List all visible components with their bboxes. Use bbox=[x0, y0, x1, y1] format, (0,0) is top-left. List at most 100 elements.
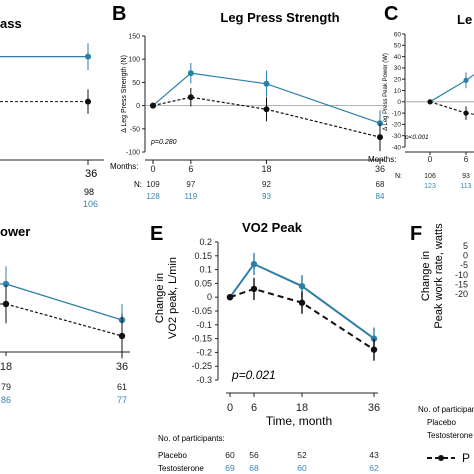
panel-d-title-fragment: ower bbox=[0, 224, 30, 239]
panel-e-x-tick-label: 0 bbox=[227, 402, 233, 414]
panel-c-y-tick-label: 60 bbox=[394, 31, 402, 38]
panel-e-y-tick-label: 0.2 bbox=[199, 237, 212, 247]
panel-e-testosterone-point bbox=[298, 282, 306, 290]
panel-e-participants-label: No. of participants: bbox=[158, 434, 225, 443]
panel-d-testosterone-line bbox=[5, 283, 123, 321]
panel-d-n-testosterone: 86 bbox=[1, 395, 11, 405]
panel-c-x-tick-label: 0 bbox=[428, 155, 433, 164]
panel-c-y-tick-label: 0 bbox=[397, 99, 401, 106]
panel-e-placebo-point bbox=[370, 346, 378, 353]
panel-b-y-tick-label: 50 bbox=[132, 80, 140, 87]
panel-b: B Leg Press Strength Δ Leg Press Strengt… bbox=[110, 3, 340, 189]
panel-d-n-placebo: 61 bbox=[117, 382, 127, 392]
panel-b-n-testosterone: 119 bbox=[184, 192, 197, 201]
panel-e-placebo-point bbox=[298, 299, 306, 306]
panel-b-n-testosterone: 128 bbox=[146, 192, 160, 201]
panel-b-n-placebo: 92 bbox=[262, 180, 271, 189]
panel-c: C Le Δ Leg Press Peak Power (W) p<0.001 … bbox=[368, 3, 472, 180]
panel-d-x-tick-label: 36 bbox=[116, 361, 128, 373]
panel-f-ylabel-line2: Peak work rate, watts bbox=[433, 223, 445, 329]
panel-b-y-tick-label: 100 bbox=[128, 57, 140, 64]
panel-b-x-tick-label: 0 bbox=[150, 164, 155, 174]
panel-c-y-tick-label: -40 bbox=[392, 144, 402, 151]
panel-e-y-tick-label: 0.1 bbox=[199, 265, 212, 275]
panel-e-n-placebo: 56 bbox=[249, 450, 259, 460]
panel-b-n-placebo: 109 bbox=[146, 180, 160, 189]
panel-b-testosterone-line bbox=[152, 72, 381, 124]
panel-d-x-tick-label: 18 bbox=[0, 361, 12, 373]
panel-e-x-tick-label: 18 bbox=[296, 402, 308, 414]
panel-b-y-tick-label: 150 bbox=[128, 34, 140, 41]
panel-e-xlabel: Time, month bbox=[266, 414, 332, 428]
panel-e-n-testosterone: 60 bbox=[297, 463, 307, 473]
panel-e: E VO2 Peak Change in VO2 peak, L/min p=0… bbox=[150, 220, 332, 473]
panel-e-placebo-point bbox=[226, 294, 234, 301]
panel-b-placebo-line bbox=[152, 96, 381, 138]
panel-d-placebo-point bbox=[118, 332, 126, 340]
panel-b-n-label: N: bbox=[134, 180, 142, 189]
panel-f-legend-fragment: P bbox=[462, 451, 470, 465]
panel-b-ylabel: Δ Leg Press Strength (N) bbox=[121, 55, 128, 133]
panel-e-ylabel-line2: VO2 peak, L/min bbox=[167, 257, 179, 339]
panel-e-n-testosterone: 68 bbox=[249, 463, 259, 473]
panel-b-x-tick-label: 6 bbox=[188, 164, 193, 174]
panel-e-title: VO2 Peak bbox=[242, 220, 303, 235]
panel-c-n-placebo: 93 bbox=[462, 173, 470, 180]
panel-b-y-tick-label: -50 bbox=[130, 126, 140, 133]
panel-a-n-placebo-36: 98 bbox=[84, 187, 94, 197]
panel-b-x-tick-label: 36 bbox=[375, 164, 385, 174]
panel-b-placebo-point bbox=[263, 106, 270, 113]
panel-e-y-tick-label: -0.05 bbox=[191, 306, 212, 316]
panel-d-n-placebo: 79 bbox=[1, 382, 11, 392]
panel-b-testosterone-point bbox=[187, 70, 194, 77]
panel-c-y-tick-label: 20 bbox=[394, 77, 402, 84]
panel-b-months-label: Months: bbox=[110, 162, 138, 171]
panel-e-y-tick-label: 0.15 bbox=[194, 251, 212, 261]
panel-b-n-testosterone: 93 bbox=[262, 192, 271, 201]
panel-f-y-tick-label: -15 bbox=[455, 279, 468, 289]
panel-b-y-tick-label: 0 bbox=[136, 103, 140, 110]
panel-c-y-tick-label: -20 bbox=[392, 122, 402, 129]
panel-b-placebo-point bbox=[187, 94, 194, 101]
panel-e-testosterone-point bbox=[370, 335, 378, 342]
panel-c-testosterone-point bbox=[463, 77, 469, 83]
panel-e-n-placebo: 43 bbox=[369, 450, 379, 460]
panel-a-tick-36: 36 bbox=[85, 168, 97, 180]
panel-e-pvalue: p=0.021 bbox=[231, 368, 276, 382]
panel-c-n-testosterone: 123 bbox=[424, 183, 436, 190]
panel-c-y-tick-label: -10 bbox=[392, 110, 402, 117]
panel-f-y-tick-label: -5 bbox=[460, 260, 468, 270]
panel-b-placebo-point bbox=[377, 134, 383, 141]
panel-b-testosterone-point bbox=[263, 80, 270, 87]
panel-e-ylabel-line1: Change in bbox=[154, 273, 166, 323]
panel-d-testosterone-point bbox=[2, 280, 10, 288]
panel-a: ass 36 98 106 bbox=[0, 16, 98, 209]
panel-e-placebo-point bbox=[250, 285, 258, 293]
panel-e-x-tick-label: 6 bbox=[251, 402, 257, 414]
panel-e-y-tick-label: -0.3 bbox=[196, 375, 212, 385]
panel-f-y-tick-label: -20 bbox=[455, 289, 468, 299]
panel-c-placebo-point bbox=[463, 110, 469, 116]
panel-e-x-tick-label: 36 bbox=[368, 402, 380, 414]
panel-e-n-placebo: 60 bbox=[225, 450, 235, 460]
panel-f-placebo-label: Placebo bbox=[427, 418, 456, 427]
panel-e-testo-label: Testosterone bbox=[158, 464, 204, 473]
panel-f-legend-marker bbox=[438, 455, 444, 461]
panel-e-n-placebo: 52 bbox=[297, 450, 307, 460]
panel-c-y-tick-label: 40 bbox=[394, 54, 402, 61]
panel-c-pvalue: p<0.001 bbox=[404, 134, 429, 141]
panel-c-n-label: N: bbox=[395, 173, 402, 180]
panel-c-letter: C bbox=[384, 3, 398, 25]
panel-e-y-tick-label: -0.25 bbox=[191, 361, 212, 371]
panel-c-placebo-line bbox=[429, 101, 467, 114]
panel-f: F Change in Peak work rate, watts No. of… bbox=[410, 223, 474, 465]
panel-c-testosterone-line bbox=[429, 79, 467, 103]
panel-e-testosterone-line bbox=[229, 262, 375, 340]
panel-e-y-tick-label: 0 bbox=[207, 292, 212, 302]
panel-e-n-testosterone: 69 bbox=[225, 463, 235, 473]
panel-f-participants-label: No. of participants: bbox=[418, 405, 474, 414]
panel-c-n-testosterone: 113 bbox=[460, 183, 471, 190]
panel-f-y-tick-label: 0 bbox=[463, 251, 468, 261]
panel-b-placebo-point bbox=[150, 102, 156, 109]
